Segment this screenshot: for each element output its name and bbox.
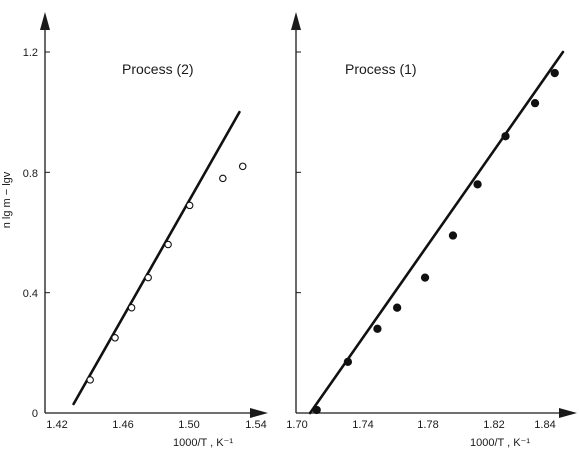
data-point-p1-8	[530, 98, 540, 108]
data-point-p2-7	[238, 162, 247, 171]
data-point-p2-1	[111, 334, 119, 342]
x-tick-label-1: 1.46	[112, 419, 133, 431]
x-tick-label-r0: 1.70	[286, 419, 307, 431]
data-point-p2-6	[219, 174, 227, 183]
data-point-p1-5	[448, 231, 458, 240]
x-tick-label-2: 1.50	[178, 419, 199, 431]
x-tick-label-r4: 1.84	[534, 419, 555, 431]
x-tick-label-r1: 1.74	[352, 419, 373, 431]
data-point-p1-6	[473, 180, 482, 189]
y-axis-arrow-left	[40, 12, 50, 30]
x-tick-label-r3: 1.82	[483, 419, 504, 431]
x-tick-label-3: 1.54	[245, 419, 266, 431]
panel-process-1: 1.70 1.74 1.78 1.82 1.84 1000/T , K⁻¹ Pr…	[286, 12, 577, 449]
x-axis-label-left: 1000/T , K⁻¹	[173, 437, 233, 449]
data-point-p1-3	[392, 303, 402, 312]
panel-title-left: Process (2)	[122, 61, 194, 77]
panel-title-right: Process (1)	[345, 61, 417, 77]
data-point-p2-3	[144, 273, 152, 282]
x-axis-arrow-left	[250, 408, 268, 418]
x-tick-label-0: 1.42	[46, 419, 67, 431]
y-tick-label-1: 0.4	[23, 288, 38, 300]
data-point-p2-4	[164, 240, 172, 249]
fit-line-p1	[308, 50, 565, 415]
marks-process-2	[45, 51, 247, 406]
data-point-p1-1	[343, 357, 353, 367]
panel-process-2: n lg m − lgv 0 0.4 0.8 1.2 1.42 1.46 1.5…	[1, 12, 268, 449]
y-axis-arrow-right	[291, 12, 301, 30]
data-point-p2-5	[185, 201, 194, 210]
data-point-p1-7	[501, 132, 510, 141]
marks-process-1	[296, 50, 565, 415]
data-point-p1-9	[550, 68, 559, 78]
fit-line-p2	[72, 110, 241, 406]
data-point-p2-2	[127, 303, 136, 312]
data-point-p1-0	[312, 405, 321, 415]
y-tick-label-0: 0	[32, 408, 38, 420]
data-point-p1-2	[373, 324, 382, 333]
y-axis-label: n lg m − lgv	[1, 171, 13, 228]
x-axis-arrow-right	[559, 408, 577, 418]
y-tick-label-2: 0.8	[23, 168, 38, 180]
x-tick-label-r2: 1.78	[417, 419, 438, 431]
data-point-p2-0	[86, 376, 94, 384]
data-point-p1-4	[420, 273, 430, 282]
x-axis-label-right: 1000/T , K⁻¹	[470, 437, 530, 449]
y-tick-label-3: 1.2	[23, 47, 38, 59]
